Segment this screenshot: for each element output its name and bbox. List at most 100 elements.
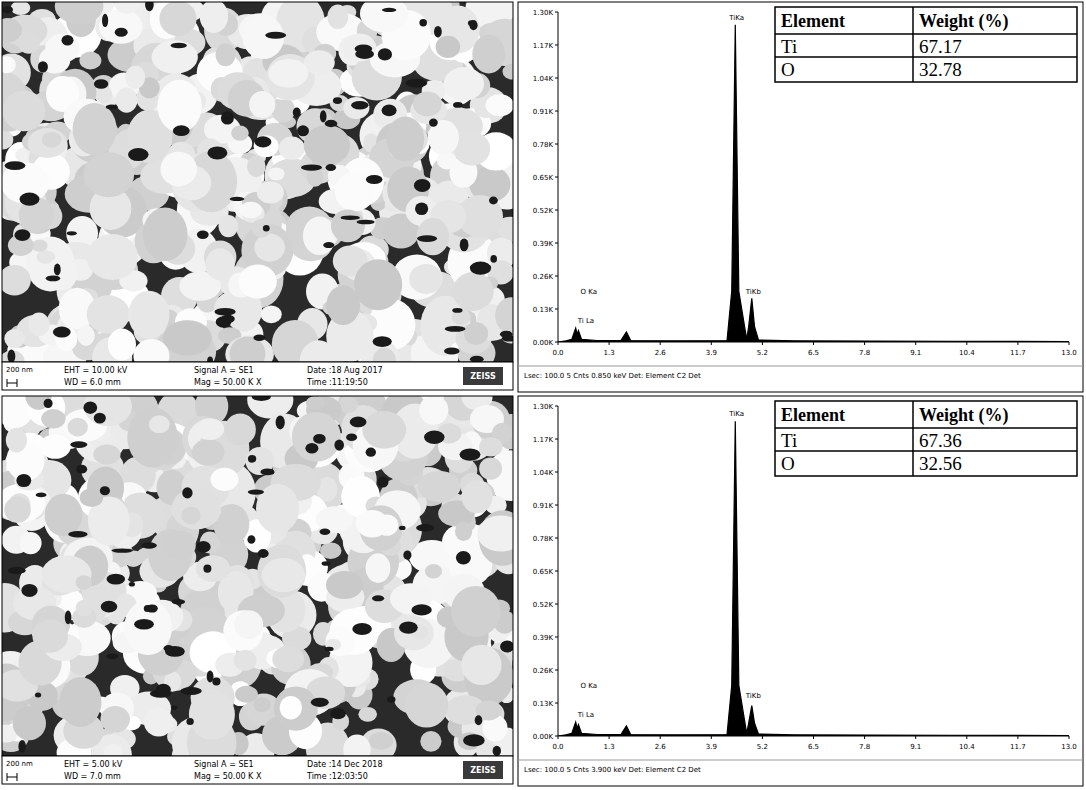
grain bbox=[252, 219, 272, 238]
pore bbox=[221, 111, 234, 124]
grain bbox=[245, 447, 274, 475]
grain bbox=[247, 156, 266, 178]
y-tick-label: 0.00K bbox=[533, 339, 554, 347]
pore bbox=[134, 619, 154, 629]
pore bbox=[145, 2, 154, 11]
x-tick-label: 0.0 bbox=[552, 349, 563, 357]
table: ElementWeight (%)Ti67.36O32.56 bbox=[775, 401, 1077, 476]
y-tick bbox=[555, 703, 558, 704]
grain bbox=[104, 744, 123, 756]
y-tick-label: 0.91K bbox=[533, 502, 554, 510]
pore bbox=[247, 535, 255, 544]
pore bbox=[21, 584, 37, 597]
pore bbox=[115, 28, 128, 37]
table-rule bbox=[775, 427, 1077, 429]
pore bbox=[415, 202, 428, 215]
pore bbox=[20, 193, 40, 206]
grain bbox=[40, 434, 71, 459]
info-text: WD = 7.0 mm bbox=[64, 772, 121, 781]
pore bbox=[493, 746, 501, 756]
pore bbox=[8, 567, 26, 574]
x-tick bbox=[1069, 342, 1070, 345]
pore bbox=[377, 477, 388, 488]
grain bbox=[32, 620, 68, 653]
pore bbox=[2, 6, 13, 13]
y-tick bbox=[555, 45, 558, 46]
peak-label: TiKb bbox=[745, 288, 762, 296]
grain bbox=[108, 328, 136, 360]
pore bbox=[470, 356, 484, 362]
x-tick-label: 10.4 bbox=[959, 349, 975, 357]
y-tick-label: 0.13K bbox=[533, 306, 554, 314]
grain bbox=[87, 295, 130, 333]
pore bbox=[387, 696, 395, 703]
pore bbox=[248, 489, 264, 494]
pore bbox=[293, 108, 301, 118]
grain bbox=[127, 407, 177, 467]
pore bbox=[68, 531, 87, 537]
x-tick-label: 10.4 bbox=[959, 743, 975, 751]
spectrum-panel: 0.00K0.13K0.26K0.39K0.52K0.65K0.78K0.91K… bbox=[518, 2, 1083, 392]
grain bbox=[79, 52, 101, 70]
panel-frame bbox=[518, 396, 1083, 786]
grain bbox=[271, 97, 294, 122]
pore bbox=[171, 706, 177, 710]
y-tick-label: 0.65K bbox=[533, 174, 554, 182]
grain bbox=[225, 336, 274, 362]
grain bbox=[159, 2, 196, 36]
info-text: Signal A = SE1 bbox=[194, 760, 254, 769]
y-tick-label: 0.91K bbox=[533, 108, 554, 116]
grain bbox=[239, 265, 277, 299]
y-tick-label: 0.39K bbox=[533, 634, 554, 642]
grain bbox=[358, 707, 377, 722]
grain bbox=[59, 677, 101, 727]
pore bbox=[102, 14, 108, 27]
grain bbox=[45, 34, 79, 63]
grain bbox=[152, 40, 198, 74]
pore bbox=[333, 97, 342, 104]
x-tick-label: 11.7 bbox=[1010, 743, 1026, 751]
logo: ZEISS bbox=[470, 372, 496, 381]
grain bbox=[133, 339, 169, 362]
y-tick-label: 0.52K bbox=[533, 601, 554, 609]
pore bbox=[18, 740, 26, 753]
table-frame bbox=[775, 7, 1077, 82]
pore bbox=[456, 551, 471, 564]
grain bbox=[42, 132, 62, 147]
pore bbox=[197, 231, 209, 239]
pore bbox=[320, 529, 331, 535]
grain bbox=[306, 396, 325, 410]
grain bbox=[163, 530, 196, 559]
grain bbox=[46, 258, 78, 291]
x-tick bbox=[609, 736, 610, 739]
pore bbox=[65, 611, 72, 625]
background bbox=[0, 0, 1086, 790]
pore bbox=[500, 640, 513, 652]
grain bbox=[231, 125, 249, 140]
grain bbox=[272, 646, 304, 672]
x-tick bbox=[762, 342, 763, 345]
y-tick-label: 1.17K bbox=[533, 436, 554, 444]
pore bbox=[7, 349, 15, 362]
pore bbox=[326, 164, 337, 171]
grain bbox=[486, 94, 514, 116]
grain bbox=[205, 248, 234, 280]
pore bbox=[453, 102, 463, 108]
grain bbox=[4, 329, 25, 348]
pore bbox=[35, 692, 41, 697]
logo-box bbox=[463, 367, 503, 385]
pore bbox=[144, 605, 151, 612]
pore bbox=[366, 448, 376, 457]
y-tick-label: 0.52K bbox=[533, 207, 554, 215]
info-text: Date :14 Dec 2018 bbox=[307, 760, 382, 769]
y-tick bbox=[555, 177, 558, 178]
table-cell: Ti bbox=[781, 430, 797, 451]
x-tick bbox=[660, 736, 661, 739]
table-cell: 32.56 bbox=[919, 453, 962, 474]
x-tick bbox=[660, 342, 661, 345]
pore bbox=[128, 148, 149, 161]
x-tick-label: 0.0 bbox=[552, 743, 563, 751]
grain bbox=[181, 507, 200, 525]
grain bbox=[261, 305, 282, 323]
grain bbox=[28, 128, 67, 158]
